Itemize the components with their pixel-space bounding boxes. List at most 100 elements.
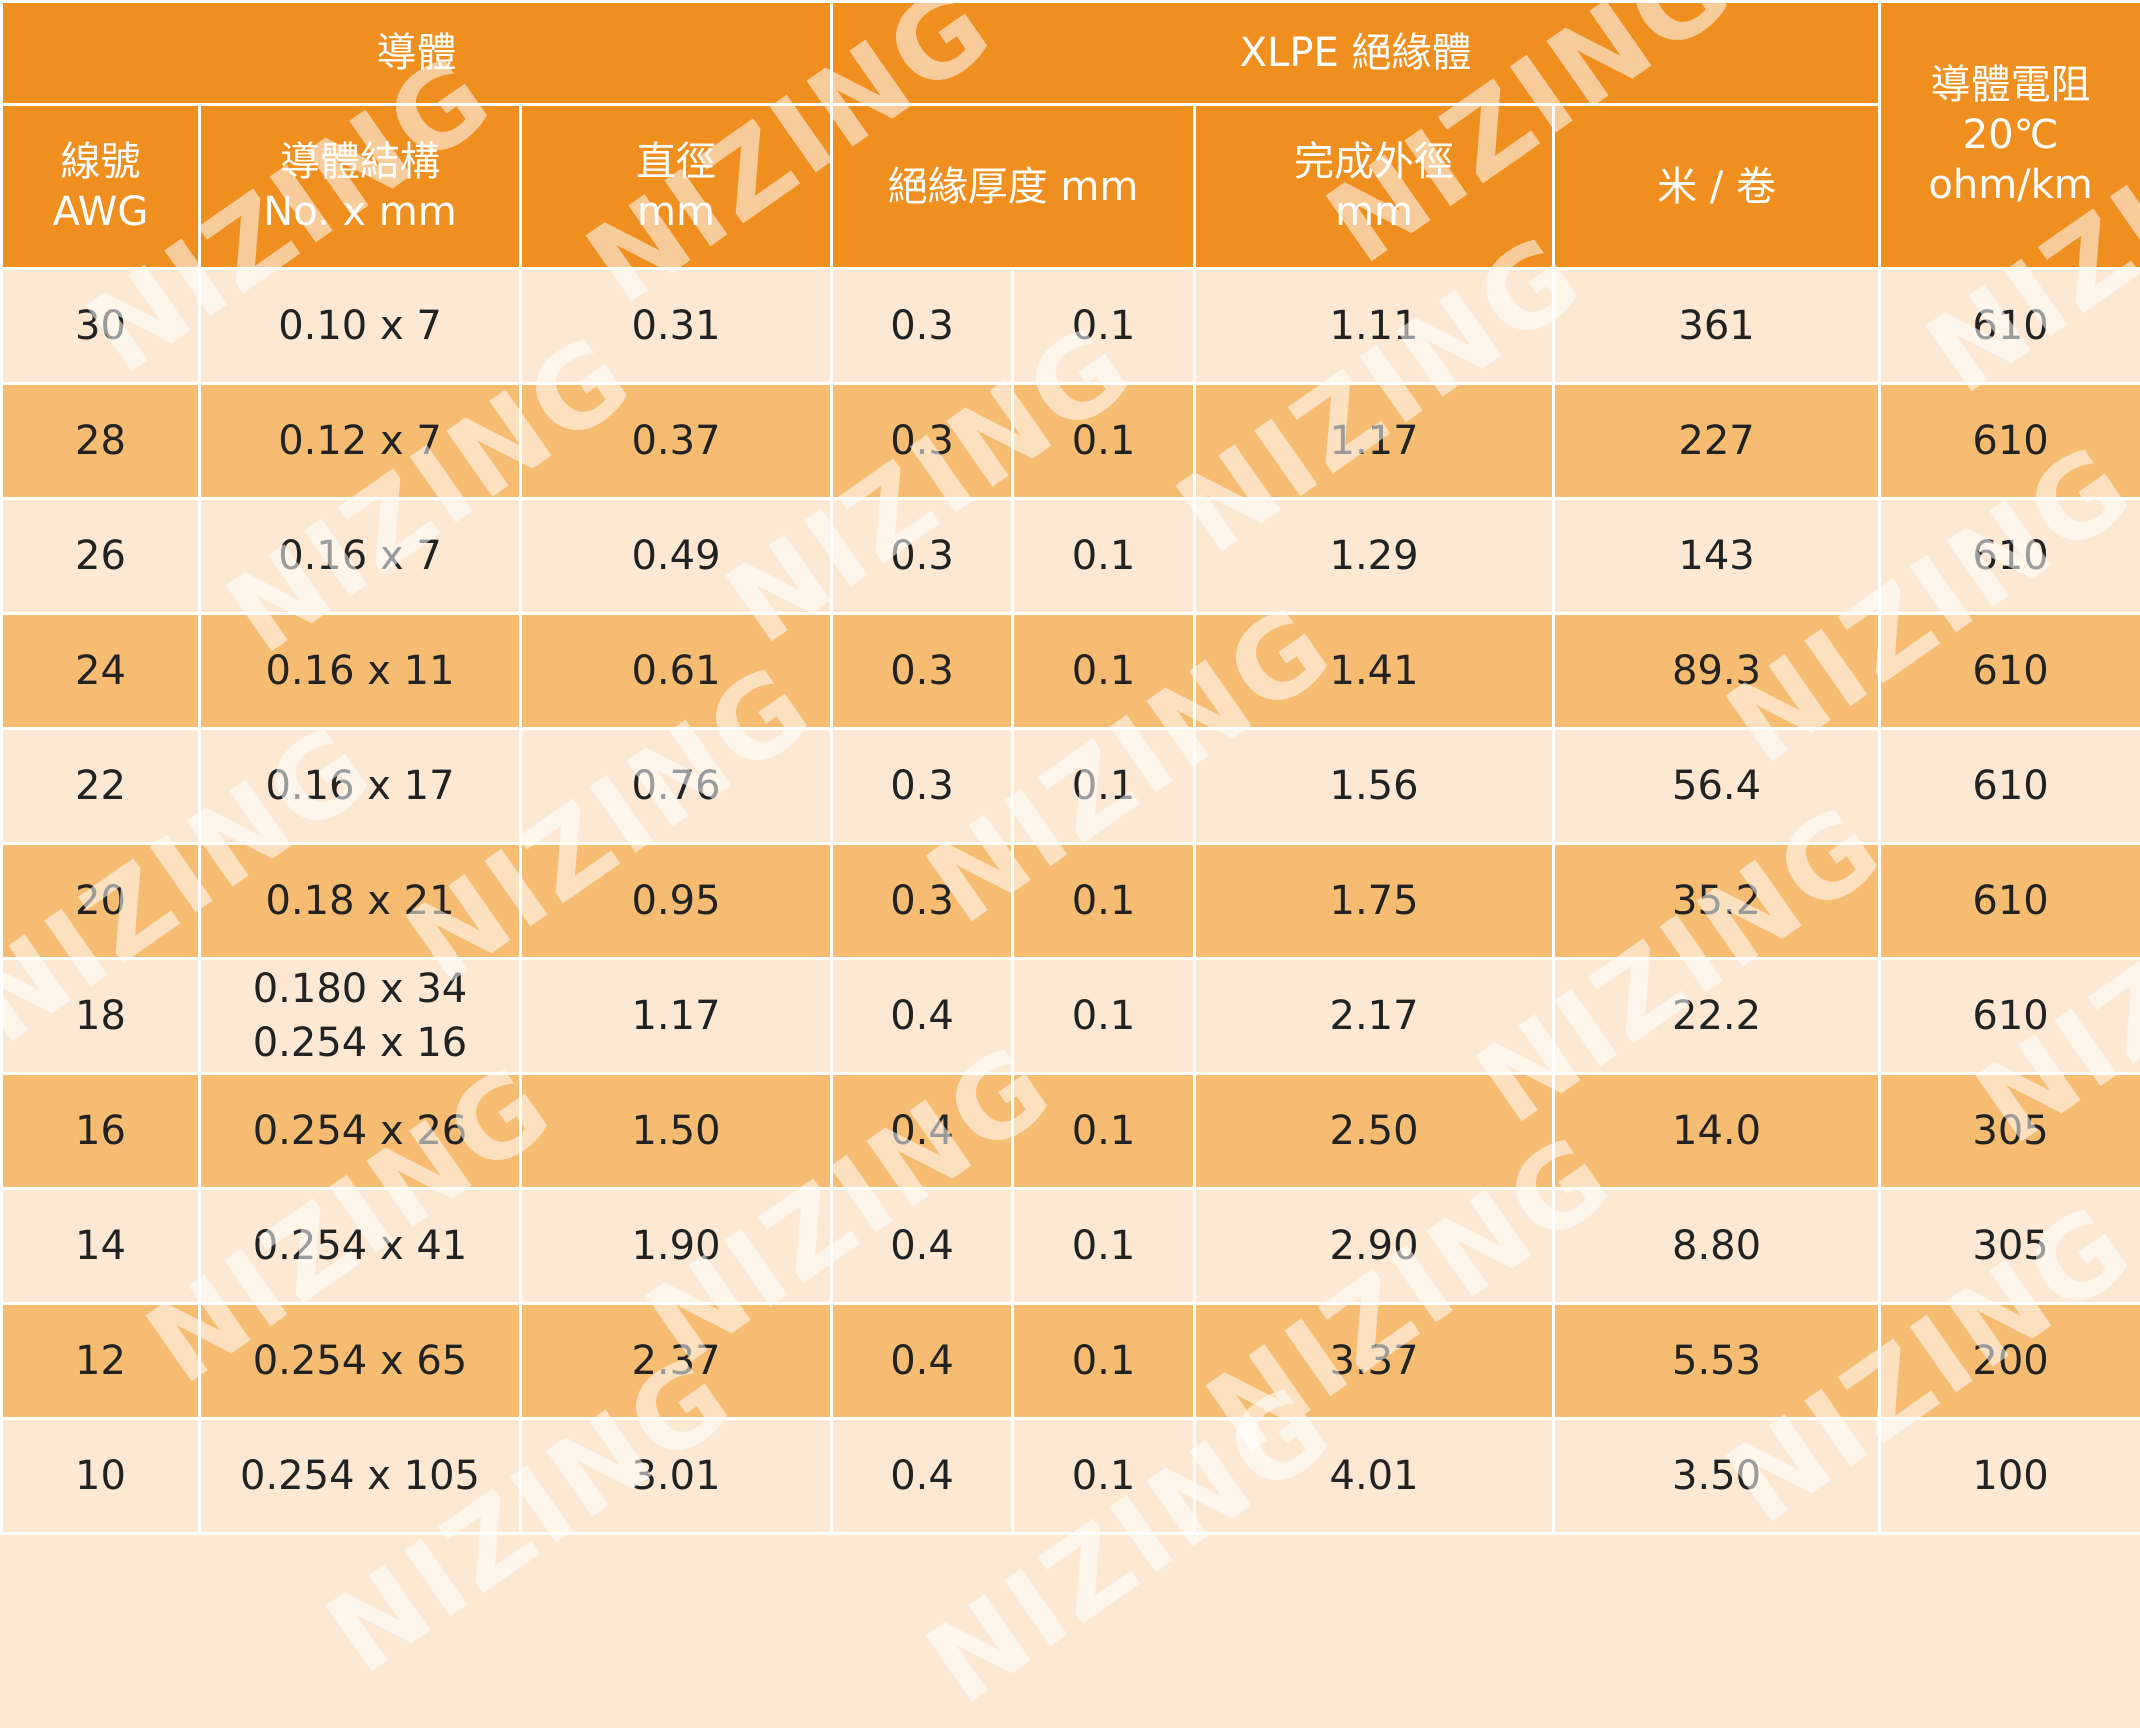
data-cell: 28 [2,384,200,499]
data-cell: 0.1 [1013,1419,1195,1534]
data-cell: 0.1 [1013,729,1195,844]
data-cell: 0.1 [1013,844,1195,959]
data-cell: 0.1 [1013,1304,1195,1419]
header-cell: XLPE 絕緣體 [832,2,1880,105]
data-cell: 100 [1880,1419,2140,1534]
data-cell: 0.3 [832,614,1013,729]
data-cell: 8.80 [1554,1189,1880,1304]
data-cell: 0.4 [832,1304,1013,1419]
data-cell: 0.61 [521,614,832,729]
data-cell: 2.50 [1195,1074,1554,1189]
header-cell: 直徑 mm [521,105,832,269]
data-cell: 1.29 [1195,499,1554,614]
data-cell: 0.37 [521,384,832,499]
data-cell: 18 [2,959,200,1074]
data-cell: 2.90 [1195,1189,1554,1304]
header-cell: 導體 [2,2,832,105]
data-cell: 1.11 [1195,269,1554,384]
data-cell: 3.50 [1554,1419,1880,1534]
data-cell: 24 [2,614,200,729]
data-cell: 22 [2,729,200,844]
header-cell: 絕緣厚度 mm [832,105,1195,269]
data-cell: 1.17 [1195,384,1554,499]
data-cell: 0.1 [1013,959,1195,1074]
data-cell: 0.3 [832,729,1013,844]
header-cell: 米 / 卷 [1554,105,1880,269]
data-cell: 143 [1554,499,1880,614]
header-cell: 導體結構 No. x mm [200,105,521,269]
data-cell: 305 [1880,1189,2140,1304]
data-cell: 1.56 [1195,729,1554,844]
data-cell: 14.0 [1554,1074,1880,1189]
data-cell: 0.1 [1013,269,1195,384]
data-cell: 2.37 [521,1304,832,1419]
data-cell: 0.3 [832,384,1013,499]
header-cell: 導體電阻 20℃ ohm/km [1880,2,2140,269]
data-cell: 200 [1880,1304,2140,1419]
data-cell: 610 [1880,269,2140,384]
data-cell: 16 [2,1074,200,1189]
data-cell: 0.3 [832,844,1013,959]
data-cell: 0.254 x 105 [200,1419,521,1534]
data-cell: 0.254 x 41 [200,1189,521,1304]
data-cell: 0.180 x 34 0.254 x 16 [200,959,521,1074]
data-cell: 10 [2,1419,200,1534]
data-cell: 0.4 [832,1419,1013,1534]
data-cell: 0.1 [1013,614,1195,729]
data-cell: 35.2 [1554,844,1880,959]
data-cell: 610 [1880,499,2140,614]
data-cell: 0.18 x 21 [200,844,521,959]
data-cell: 5.53 [1554,1304,1880,1419]
data-cell: 0.254 x 26 [200,1074,521,1189]
data-cell: 610 [1880,844,2140,959]
data-cell: 4.01 [1195,1419,1554,1534]
data-cell: 0.4 [832,959,1013,1074]
data-cell: 3.37 [1195,1304,1554,1419]
data-cell: 1.17 [521,959,832,1074]
data-cell: 56.4 [1554,729,1880,844]
data-cell: 89.3 [1554,614,1880,729]
header-cell: 線號 AWG [2,105,200,269]
data-cell: 14 [2,1189,200,1304]
data-cell: 0.31 [521,269,832,384]
data-cell: 0.10 x 7 [200,269,521,384]
data-cell: 227 [1554,384,1880,499]
data-cell: 0.76 [521,729,832,844]
data-cell: 0.1 [1013,1189,1195,1304]
data-cell: 3.01 [521,1419,832,1534]
data-cell: 0.4 [832,1074,1013,1189]
data-cell: 361 [1554,269,1880,384]
data-cell: 12 [2,1304,200,1419]
data-cell: 0.254 x 65 [200,1304,521,1419]
data-cell: 0.49 [521,499,832,614]
data-cell: 610 [1880,614,2140,729]
data-cell: 2.17 [1195,959,1554,1074]
data-cell: 20 [2,844,200,959]
data-cell: 305 [1880,1074,2140,1189]
data-cell: 0.3 [832,269,1013,384]
data-cell: 0.1 [1013,384,1195,499]
data-cell: 0.16 x 11 [200,614,521,729]
data-cell: 0.1 [1013,499,1195,614]
data-cell: 0.1 [1013,1074,1195,1189]
data-cell: 30 [2,269,200,384]
data-cell: 0.4 [832,1189,1013,1304]
data-cell: 0.12 x 7 [200,384,521,499]
data-cell: 1.41 [1195,614,1554,729]
data-cell: 610 [1880,959,2140,1074]
data-cell: 1.75 [1195,844,1554,959]
data-cell: 1.90 [521,1189,832,1304]
data-cell: 0.16 x 7 [200,499,521,614]
